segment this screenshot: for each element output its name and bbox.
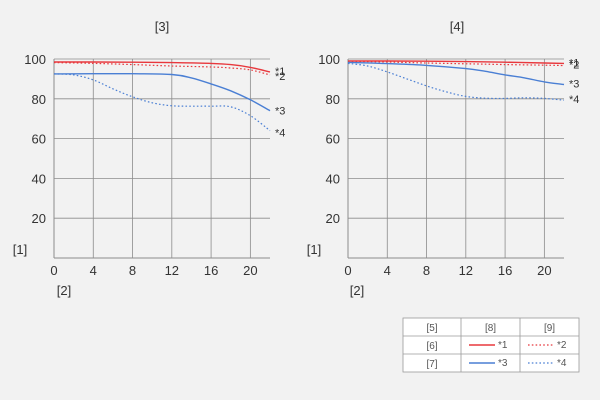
mtf-chart-left: [3] [1] [2] 0 4 8 12 16 20 20 40 60 80 100 *1*2 *3 *4 bbox=[13, 19, 286, 298]
series-line-star-3 bbox=[53, 72, 271, 112]
x-tick-label: 8 bbox=[423, 263, 430, 278]
legend-item-label: *4 bbox=[557, 358, 567, 369]
x-tick-label: 0 bbox=[50, 263, 57, 278]
y-tick-label: 60 bbox=[326, 132, 340, 147]
x-tick-label: 12 bbox=[165, 263, 179, 278]
y-tick-label: 100 bbox=[24, 52, 46, 67]
x-tick-label: 20 bbox=[537, 263, 551, 278]
series-label: *4 bbox=[569, 94, 579, 106]
y-tick-label: 80 bbox=[326, 92, 340, 107]
series-line-star-3 bbox=[347, 61, 565, 86]
y-axis-label: [1] bbox=[307, 242, 321, 257]
x-tick-label: 16 bbox=[204, 263, 218, 278]
series-line-star-1 bbox=[348, 60, 565, 65]
y-tick-label: 60 bbox=[32, 132, 46, 147]
y-tick-label: 80 bbox=[32, 92, 46, 107]
legend-row-label: [7] bbox=[426, 359, 437, 370]
series-line-star-2 bbox=[53, 62, 271, 76]
mtf-chart-right: [4] [1] [2] 0 4 8 12 16 20 20 40 60 80 100 *1*2 *3 *4 bbox=[307, 19, 580, 298]
series-line-star-4 bbox=[53, 73, 271, 132]
x-axis-label: [2] bbox=[57, 283, 71, 298]
legend-item-label: *1 bbox=[498, 340, 508, 351]
x-tick-label: 8 bbox=[129, 263, 136, 278]
y-axis-label: [1] bbox=[13, 242, 27, 257]
x-tick-label: 12 bbox=[459, 263, 473, 278]
legend-item-label: *3 bbox=[498, 358, 508, 369]
series-line-star-2 bbox=[347, 60, 565, 67]
x-tick-label: 16 bbox=[498, 263, 512, 278]
y-tick-label: 40 bbox=[326, 171, 340, 186]
legend-item-label: *2 bbox=[557, 340, 567, 351]
series-label: *1 bbox=[275, 66, 285, 78]
series-label: *3 bbox=[275, 106, 285, 118]
series-label: *4 bbox=[275, 128, 285, 140]
legend-table: [5] [8] [9] [6] *1 *2 [7] *3 *4 bbox=[402, 317, 580, 373]
legend-header: [9] bbox=[544, 323, 555, 334]
x-tick-label: 4 bbox=[384, 263, 391, 278]
x-axis-label: [2] bbox=[350, 283, 364, 298]
chart-title: [3] bbox=[155, 19, 169, 34]
series-label: *2 bbox=[275, 71, 285, 83]
y-tick-label: 20 bbox=[32, 211, 46, 226]
x-tick-label: 4 bbox=[90, 263, 97, 278]
legend-row-label: [6] bbox=[426, 341, 437, 352]
x-tick-label: 0 bbox=[344, 263, 351, 278]
series-label: *2 bbox=[569, 60, 579, 72]
y-tick-label: 100 bbox=[318, 52, 340, 67]
series-label: *1 bbox=[569, 57, 579, 69]
y-tick-label: 20 bbox=[326, 211, 340, 226]
series-line-star-4 bbox=[347, 62, 565, 101]
series-label: *3 bbox=[569, 78, 579, 90]
x-tick-label: 20 bbox=[243, 263, 257, 278]
legend-header: [8] bbox=[485, 323, 496, 334]
series-line-star-1 bbox=[54, 61, 271, 73]
y-tick-label: 40 bbox=[32, 171, 46, 186]
legend-header: [5] bbox=[426, 323, 437, 334]
chart-title: [4] bbox=[450, 19, 464, 34]
